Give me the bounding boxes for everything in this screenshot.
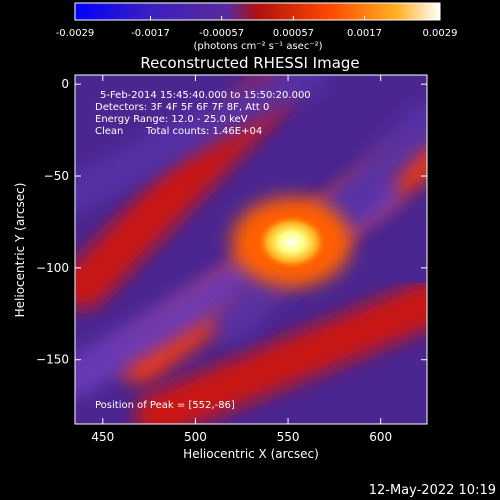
- colorbar-unit-label: (photons cm⁻² s⁻¹ asec⁻²): [193, 41, 322, 52]
- info-clean: Clean: [95, 126, 123, 137]
- colorbar-ticks: -0.0029 -0.0017 -0.00057 0.00057 0.0017 0.002…: [56, 16, 458, 39]
- y-axis: 0 −50 −100 −150: [36, 77, 427, 367]
- colorbar-tick-label: -0.0017: [131, 28, 170, 39]
- x-tick-label: 450: [91, 430, 114, 444]
- plot-frame: [74, 74, 428, 425]
- positive-band: [135, 281, 427, 424]
- negative-band: [75, 75, 327, 215]
- colorbar-tick-label: -0.00057: [199, 28, 244, 39]
- observation-info: 5-Feb-2014 15:45:40.000 to 15:50:20.000D…: [95, 90, 311, 137]
- y-tick-label: 0: [61, 77, 69, 91]
- colorbar-tick-label: 0.0029: [423, 28, 458, 39]
- info-line: Energy Range: 12.0 - 25.0 keV: [95, 114, 248, 125]
- info-total-counts: Total counts: 1.46E+04: [145, 126, 262, 137]
- colorbar: [74, 2, 441, 21]
- info-line: Detectors: 3F 4F 5F 6F 7F 8F, Att 0: [95, 102, 269, 113]
- colorbar-tick-label: 0.0017: [347, 28, 382, 39]
- x-axis: 450 500 550 600: [91, 75, 392, 444]
- peak-source: [255, 214, 328, 271]
- x-axis-label: Heliocentric X (arcsec): [183, 447, 319, 461]
- peak-position-label: Position of Peak = [552,-86]: [95, 400, 235, 411]
- y-tick-label: −100: [36, 261, 69, 275]
- y-tick-label: −50: [44, 169, 69, 183]
- colorbar-tick-label: 0.00057: [273, 28, 314, 39]
- y-tick-label: −150: [36, 353, 69, 367]
- y-axis-label: Heliocentric Y (arcsec): [13, 183, 27, 318]
- footer-timestamp: 12-May-2022 10:19: [369, 483, 496, 498]
- colorbar-tick-label: -0.0029: [56, 28, 95, 39]
- info-line: 5-Feb-2014 15:45:40.000 to 15:50:20.000: [100, 90, 311, 101]
- x-tick-label: 500: [184, 430, 207, 444]
- chart-title: Reconstructed RHESSI Image: [140, 54, 359, 72]
- x-tick-label: 600: [369, 430, 392, 444]
- x-tick-label: 550: [277, 430, 300, 444]
- heatmap-image: [75, 75, 427, 424]
